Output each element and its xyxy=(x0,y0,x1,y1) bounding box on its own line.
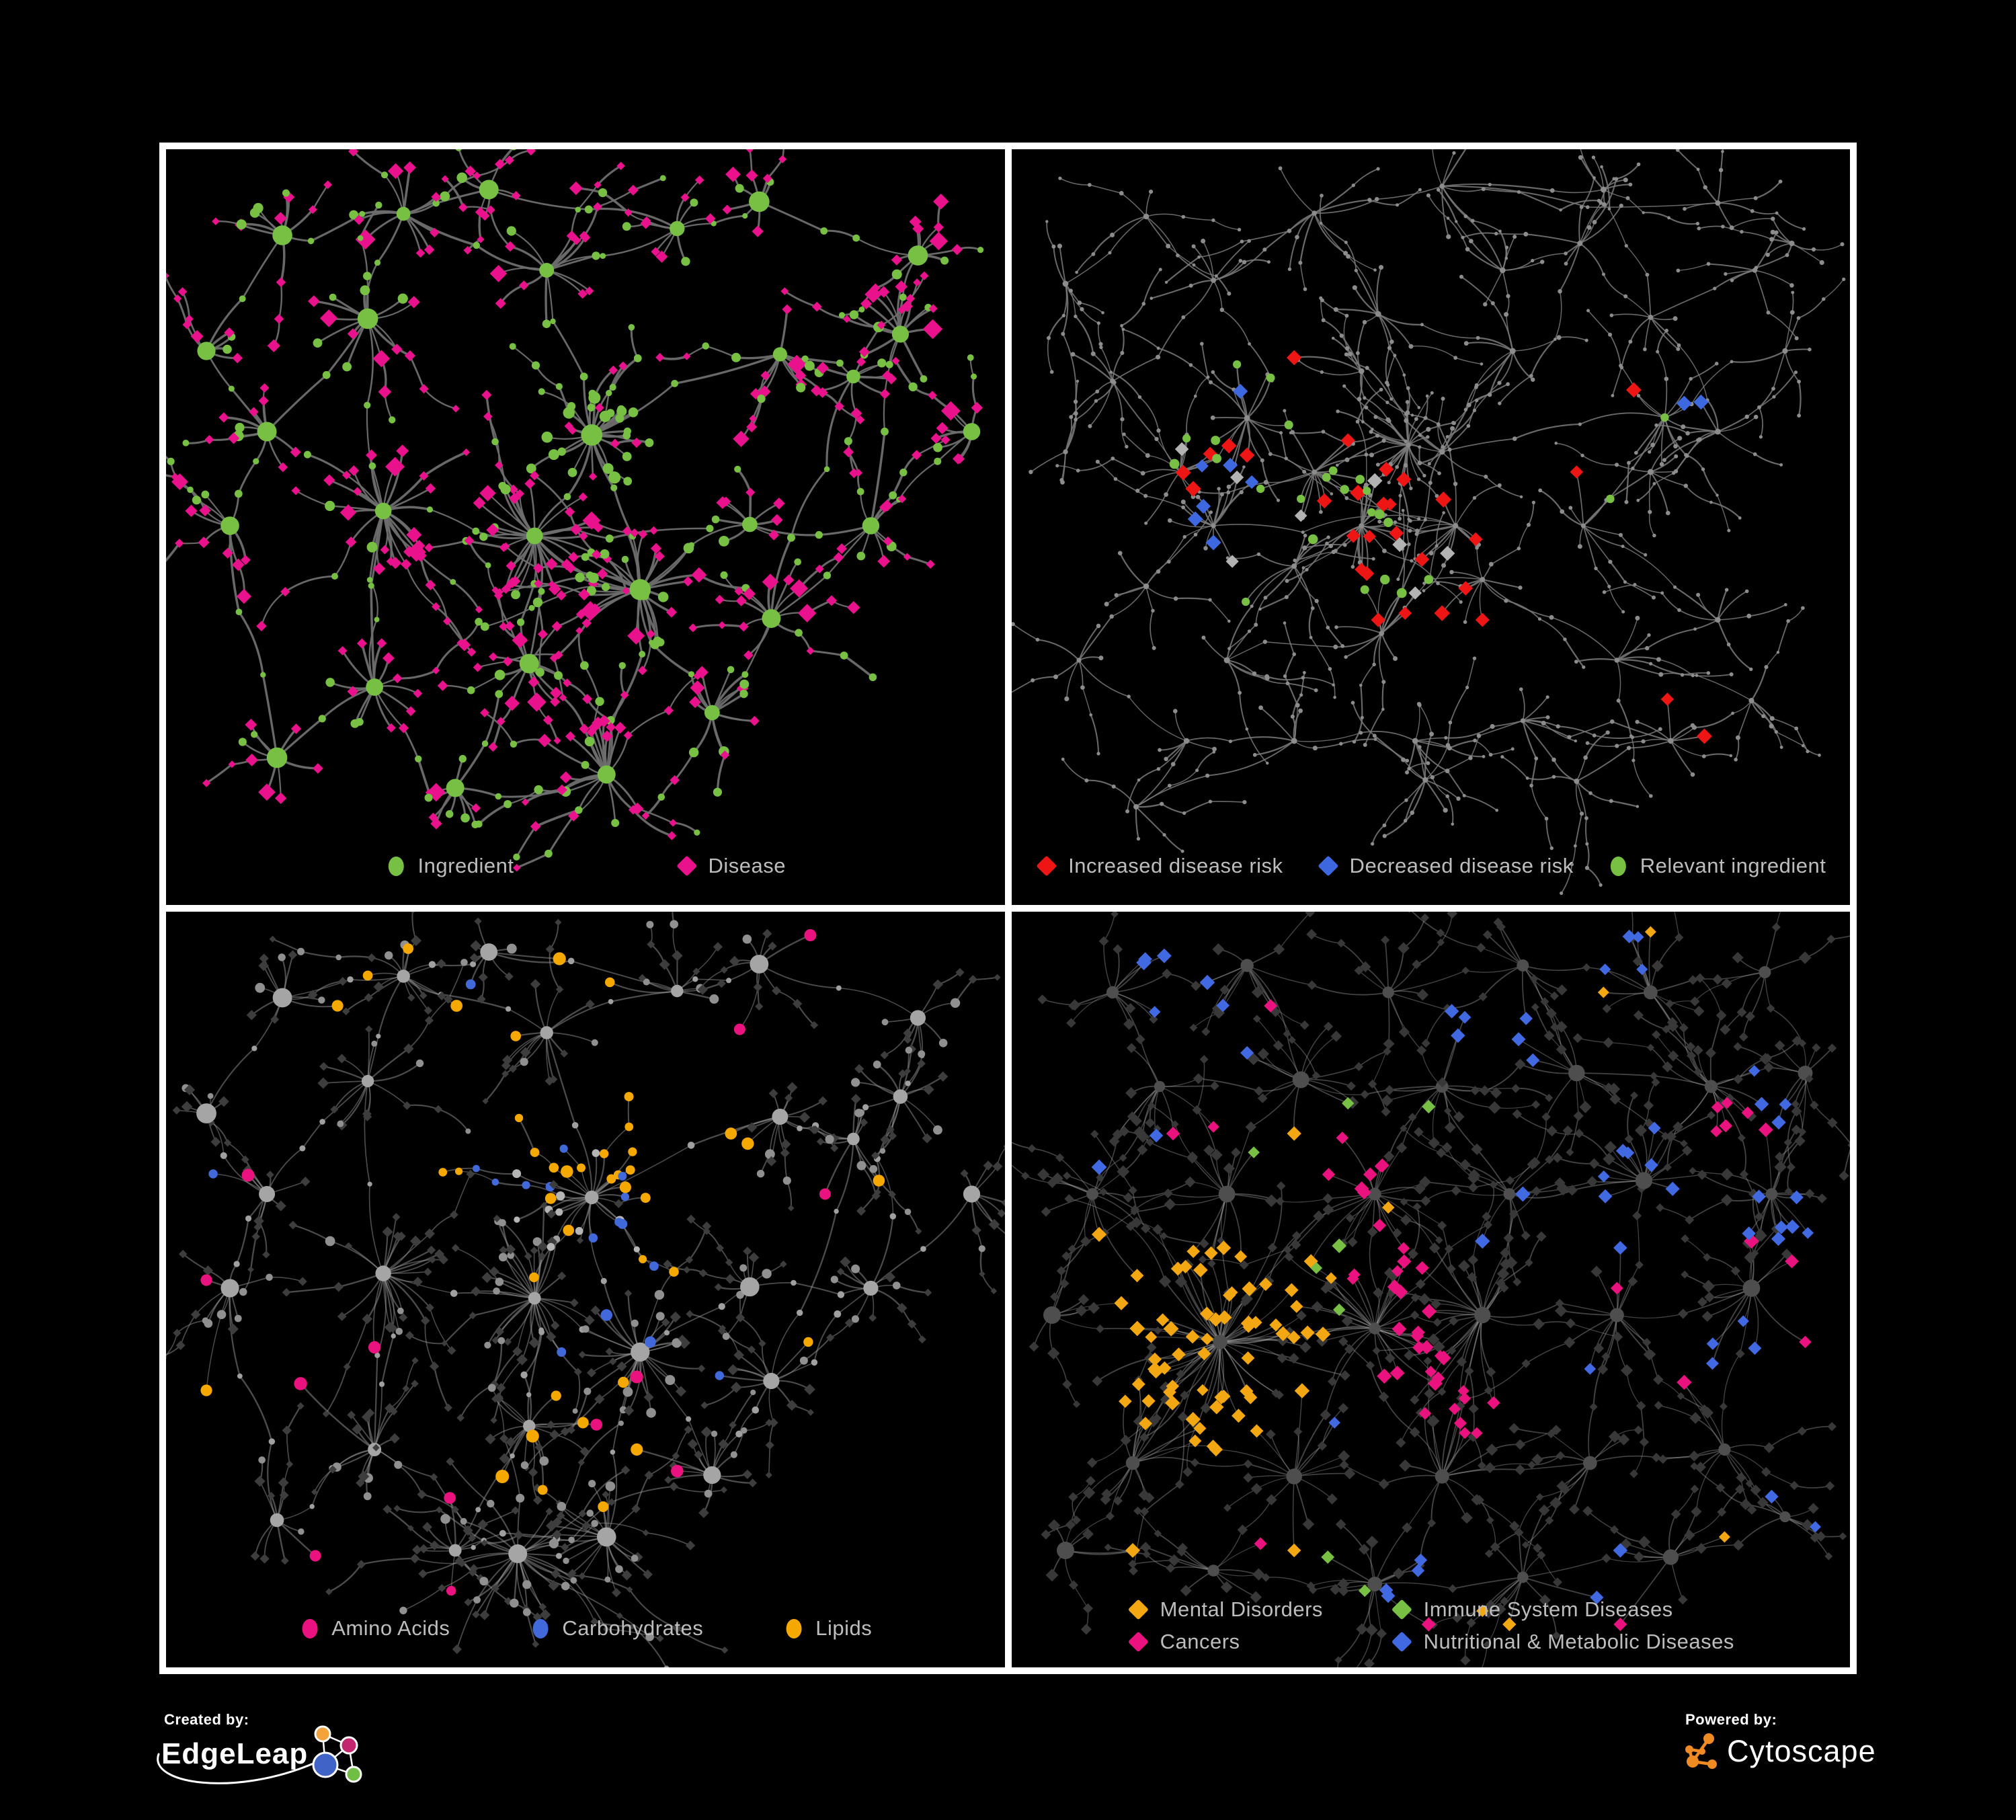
legend-label: Lipids xyxy=(815,1616,873,1640)
legend-item: Lipids xyxy=(782,1616,872,1640)
immune-diseases-legend-icon xyxy=(1391,1598,1414,1621)
legend-item: Immune System Diseases xyxy=(1391,1597,1734,1622)
legend-item: Ingredient xyxy=(385,854,514,878)
edgeleap-wordmark: EdgeLeap xyxy=(161,1737,309,1770)
mental-disorders-legend-icon xyxy=(1127,1598,1150,1621)
network-canvas xyxy=(166,912,1005,1667)
network-canvas xyxy=(1011,149,1845,896)
relevant-ingredient-legend-icon xyxy=(1607,855,1630,877)
network-canvas xyxy=(166,149,984,872)
legend-label: Amino Acids xyxy=(331,1616,450,1640)
cancers-legend-icon xyxy=(1127,1630,1150,1653)
amino-acids-legend-icon xyxy=(298,1617,321,1640)
disease-legend-icon xyxy=(675,855,698,877)
legend-label: Nutritional & Metabolic Diseases xyxy=(1423,1630,1734,1653)
legend-item: Cancers xyxy=(1127,1630,1391,1654)
legend: Ingredient Disease xyxy=(385,854,786,878)
nutritional-metabolic-legend-icon xyxy=(1391,1630,1414,1653)
cytoscape-logo-icon xyxy=(1685,1733,1717,1769)
legend: Increased disease risk Decreased disease… xyxy=(1035,854,1826,878)
legend-item: Carbohydrates xyxy=(529,1616,703,1640)
legend-label: Immune System Diseases xyxy=(1423,1597,1673,1621)
ingredient-legend-icon xyxy=(385,855,408,877)
legend-label: Cancers xyxy=(1160,1630,1240,1653)
edgeleap-logo-icon xyxy=(312,1725,362,1783)
network-panel-ingredient-disease: Ingredient Disease xyxy=(166,149,1005,905)
legend-label: Mental Disorders xyxy=(1160,1597,1323,1621)
legend-item: Nutritional & Metabolic Diseases xyxy=(1391,1630,1734,1654)
edgeleap-branding: Created by: EdgeLeap xyxy=(157,1711,376,1796)
legend-item: Mental Disorders xyxy=(1127,1597,1391,1622)
lipids-legend-icon xyxy=(782,1617,805,1640)
legend-item: Decreased disease risk xyxy=(1317,854,1574,878)
carbohydrates-legend-icon xyxy=(529,1617,552,1640)
legend-label: Relevant ingredient xyxy=(1640,854,1826,877)
legend-label: Increased disease risk xyxy=(1068,854,1283,877)
powered-by-label: Powered by: xyxy=(1685,1711,1777,1728)
legend-label: Ingredient xyxy=(417,854,514,877)
cytoscape-wordmark: Cytoscape xyxy=(1727,1734,1876,1768)
decreased-risk-legend-icon xyxy=(1317,855,1340,877)
legend-item: Disease xyxy=(675,854,786,878)
increased-risk-legend-icon xyxy=(1035,855,1058,877)
network-panel-nutrient-classes: Amino Acids Carbohydrates Lipids xyxy=(166,912,1005,1667)
legend-item: Relevant ingredient xyxy=(1607,854,1826,878)
figure-grid: Ingredient Disease Increased disease ris… xyxy=(159,143,1857,1674)
legend-label: Disease xyxy=(708,854,786,877)
network-panel-disease-risk: Increased disease risk Decreased disease… xyxy=(1011,149,1850,905)
legend-label: Carbohydrates xyxy=(562,1616,704,1640)
network-panel-disease-classes: Mental Disorders Immune System Diseases … xyxy=(1011,912,1850,1667)
legend-label: Decreased disease risk xyxy=(1349,854,1574,877)
legend: Amino Acids Carbohydrates Lipids xyxy=(298,1616,872,1640)
legend-item: Increased disease risk xyxy=(1035,854,1283,878)
legend-item: Amino Acids xyxy=(298,1616,450,1640)
legend: Mental Disorders Immune System Diseases … xyxy=(1127,1597,1734,1654)
cytoscape-branding: Powered by: Cytoscape xyxy=(1684,1711,1876,1772)
network-canvas xyxy=(1011,912,1850,1667)
created-by-label: Created by: xyxy=(164,1711,249,1728)
